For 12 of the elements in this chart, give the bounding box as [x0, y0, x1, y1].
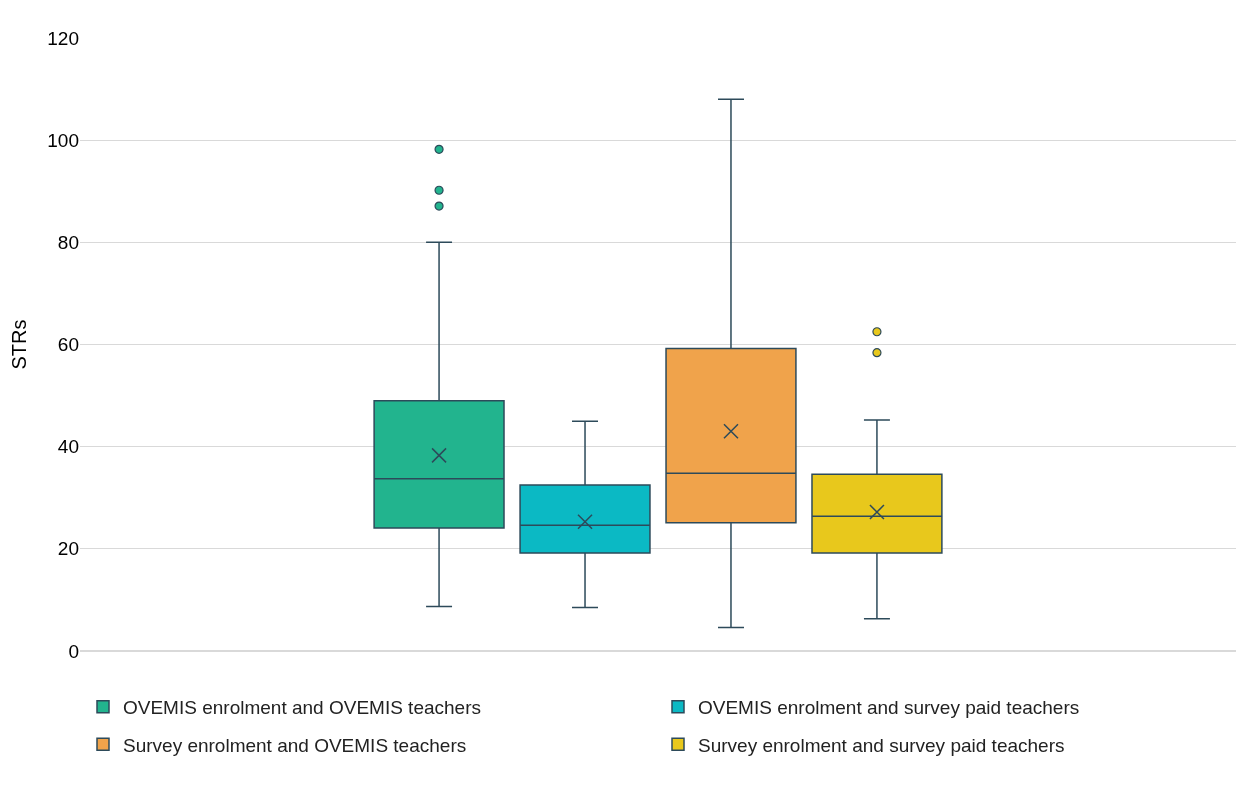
y-tick-label: 120: [47, 27, 79, 49]
y-tick-label: 100: [47, 129, 79, 151]
y-tick-label: 20: [57, 538, 79, 560]
y-tick-label: 40: [57, 436, 79, 458]
y-axis-title: STRs: [7, 319, 30, 370]
y-tick-label: 0: [68, 640, 79, 662]
y-tick-label: 60: [57, 334, 79, 356]
y-tick-label: 80: [57, 231, 79, 253]
legend-label: Survey enrolment and OVEMIS teachers: [123, 734, 467, 756]
legend-label: OVEMIS enrolment and survey paid teachers: [698, 697, 1080, 719]
legend-label: Survey enrolment and survey paid teachers: [698, 734, 1065, 756]
legend-label: OVEMIS enrolment and OVEMIS teachers: [123, 697, 481, 719]
